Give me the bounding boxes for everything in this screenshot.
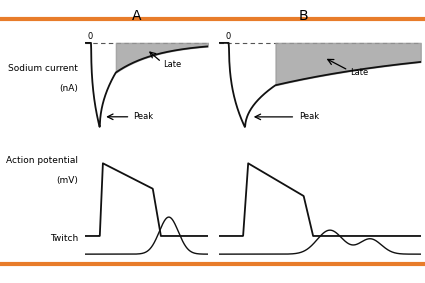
Text: www.medscape.com: www.medscape.com: [159, 3, 266, 13]
Text: (mV): (mV): [57, 176, 78, 185]
Text: (nA): (nA): [60, 84, 78, 93]
Text: Late: Late: [350, 68, 368, 77]
Text: 0: 0: [225, 32, 231, 41]
Text: B: B: [299, 9, 309, 23]
Text: A: A: [132, 9, 142, 23]
Text: Sodium current: Sodium current: [8, 64, 78, 73]
Text: Medscape®: Medscape®: [13, 2, 91, 15]
Text: 0: 0: [88, 32, 93, 41]
Text: Source: Pharmacotherapy © 2007 Pharmacotherapy Publications: Source: Pharmacotherapy © 2007 Pharmacot…: [94, 271, 331, 278]
Text: Late: Late: [163, 60, 181, 69]
Text: Twitch: Twitch: [50, 234, 78, 243]
Text: Action potential: Action potential: [6, 156, 78, 165]
Text: Peak: Peak: [299, 112, 320, 121]
Text: Peak: Peak: [133, 112, 153, 121]
